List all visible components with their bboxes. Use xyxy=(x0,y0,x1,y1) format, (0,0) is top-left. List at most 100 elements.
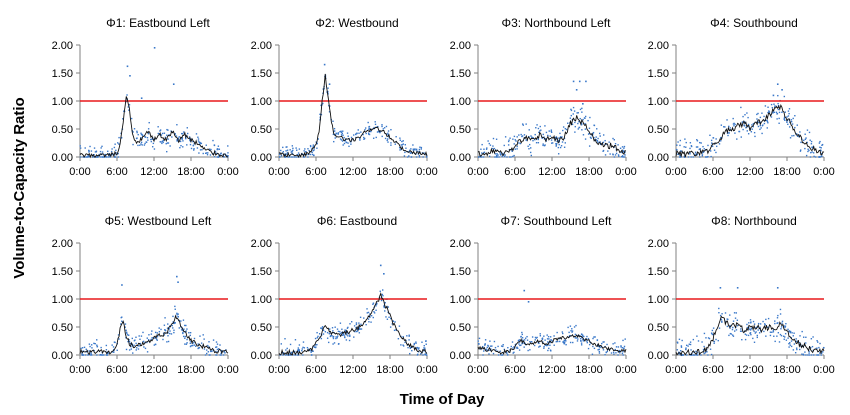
scatter-point xyxy=(795,338,797,340)
scatter-point xyxy=(799,149,802,151)
scatter-point xyxy=(198,152,200,154)
scatter-point xyxy=(124,323,127,325)
scatter-point xyxy=(89,345,91,348)
scatter-point xyxy=(770,116,773,118)
scatter-point xyxy=(112,346,115,348)
scatter-point xyxy=(502,345,504,348)
scatter-point xyxy=(730,333,732,335)
scatter-point xyxy=(296,154,298,156)
scatter-point xyxy=(491,147,494,150)
scatter-point xyxy=(482,354,484,356)
scatter-point xyxy=(345,141,348,144)
scatter-point xyxy=(105,344,108,347)
scatter-point xyxy=(79,147,82,149)
scatter-point xyxy=(810,140,813,143)
scatter-point xyxy=(580,344,583,346)
scatter-point xyxy=(315,141,317,143)
y-tick-label: 1.50 xyxy=(450,68,471,80)
scatter-point xyxy=(713,342,715,344)
scatter-point xyxy=(796,135,799,137)
scatter-point xyxy=(101,354,104,356)
scatter-point xyxy=(167,335,169,337)
scatter-point xyxy=(821,155,823,158)
scatter-point xyxy=(345,339,348,341)
scatter-point xyxy=(406,156,409,158)
scatter-point xyxy=(372,137,375,139)
scatter-point xyxy=(140,132,142,134)
scatter-point xyxy=(139,342,141,345)
trend-line xyxy=(477,115,627,157)
scatter-point xyxy=(542,133,544,136)
scatter-point xyxy=(696,352,699,354)
scatter-point xyxy=(789,137,792,139)
scatter-point xyxy=(593,137,595,139)
scatter-point xyxy=(693,354,695,356)
scatter-point xyxy=(781,322,783,324)
scatter-point xyxy=(177,137,180,139)
scatter-point xyxy=(740,136,742,138)
scatter-point xyxy=(779,313,782,315)
scatter-point xyxy=(332,133,335,136)
scatter-point xyxy=(734,317,737,319)
scatter-point xyxy=(353,325,356,327)
scatter-point xyxy=(105,349,108,351)
scatter-point xyxy=(555,144,558,146)
scatter-point xyxy=(123,110,125,112)
scatter-point xyxy=(290,156,292,158)
scatter-point xyxy=(694,151,697,154)
scatter-point xyxy=(486,147,488,149)
scatter-point xyxy=(205,144,207,146)
scatter-point xyxy=(767,326,769,328)
scatter-point xyxy=(105,156,107,158)
scatter-point xyxy=(518,343,520,345)
scatter-point xyxy=(81,353,83,355)
scatter-point xyxy=(96,156,98,158)
scatter-point xyxy=(731,334,734,336)
scatter-point xyxy=(689,142,692,144)
scatter-point xyxy=(692,156,694,158)
scatter-point xyxy=(579,338,582,340)
scatter-point xyxy=(543,345,545,348)
scatter-point xyxy=(545,138,547,140)
scatter-point xyxy=(481,143,483,146)
scatter-point xyxy=(340,134,343,136)
scatter-point xyxy=(819,342,821,345)
scatter-point xyxy=(775,105,777,107)
scatter-point xyxy=(342,134,344,136)
scatter-point xyxy=(287,156,289,158)
scatter-point xyxy=(794,351,797,354)
scatter-point xyxy=(765,318,767,321)
scatter-point xyxy=(155,338,158,340)
scatter-point xyxy=(176,314,178,316)
scatter-point xyxy=(366,308,368,310)
scatter-point xyxy=(541,337,544,339)
scatter-point xyxy=(783,117,786,119)
scatter-point xyxy=(726,325,729,328)
scatter-point xyxy=(550,139,553,141)
scatter-point xyxy=(312,144,315,146)
scatter-point xyxy=(696,140,699,142)
scatter-point xyxy=(376,131,379,133)
scatter-point xyxy=(186,144,188,146)
scatter-point xyxy=(363,136,365,139)
scatter-point xyxy=(185,330,187,332)
scatter-point xyxy=(412,148,415,150)
scatter-point xyxy=(593,124,596,127)
scatter-point xyxy=(752,122,755,125)
scatter-point xyxy=(563,340,565,342)
scatter-point xyxy=(817,341,819,343)
scatter-point xyxy=(420,353,422,355)
scatter-point xyxy=(161,140,164,143)
scatter-point xyxy=(778,122,780,124)
scatter-point xyxy=(215,341,218,343)
scatter-point xyxy=(139,338,141,340)
scatter-point xyxy=(529,349,531,351)
scatter-point xyxy=(96,339,98,341)
scatter-point xyxy=(348,339,351,342)
scatter-point xyxy=(168,328,170,330)
scatter-point xyxy=(588,145,591,147)
scatter-point xyxy=(541,338,544,341)
scatter-point xyxy=(416,354,419,356)
scatter-point xyxy=(707,354,709,356)
scatter-point xyxy=(745,127,747,129)
